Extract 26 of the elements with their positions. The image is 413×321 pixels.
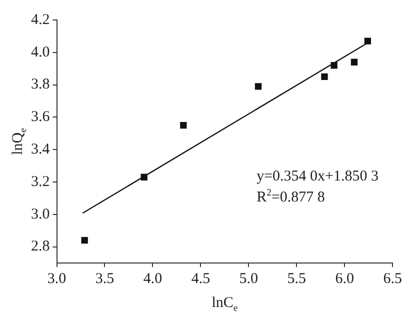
y-tick-label: 3.8: [31, 76, 50, 93]
y-tick-label: 3.0: [31, 206, 50, 222]
point: [364, 38, 372, 44]
point: [350, 58, 358, 66]
x-tick-label: 6.5: [383, 270, 402, 287]
point: [254, 83, 262, 90]
point: [140, 174, 148, 180]
point: [321, 73, 328, 80]
x-tick-label: 6.0: [335, 270, 354, 287]
y-tick-label: 4.2: [31, 12, 50, 28]
y-tick-label: 3.2: [31, 174, 50, 190]
point: [180, 122, 187, 129]
point: [81, 236, 88, 244]
x-tick-label: 5.0: [239, 270, 258, 287]
y-tick-label: 3.4: [31, 142, 50, 158]
x-tick-label: 4.0: [143, 270, 162, 287]
y-tick-label: 4.0: [31, 44, 50, 60]
y-tick-label: 2.8: [31, 238, 50, 255]
annotation: y=0.354 0x+1.850 3: [256, 168, 379, 184]
x-tick-label: 3.5: [95, 270, 114, 287]
point: [330, 62, 338, 69]
y-tick-label: 3.6: [31, 109, 50, 126]
y-axis-title: lnQe: [10, 128, 29, 155]
x-tick-label: 4.5: [191, 270, 210, 287]
x-tick-label: 5.5: [287, 270, 306, 287]
x-tick-label: 3.0: [47, 270, 66, 287]
